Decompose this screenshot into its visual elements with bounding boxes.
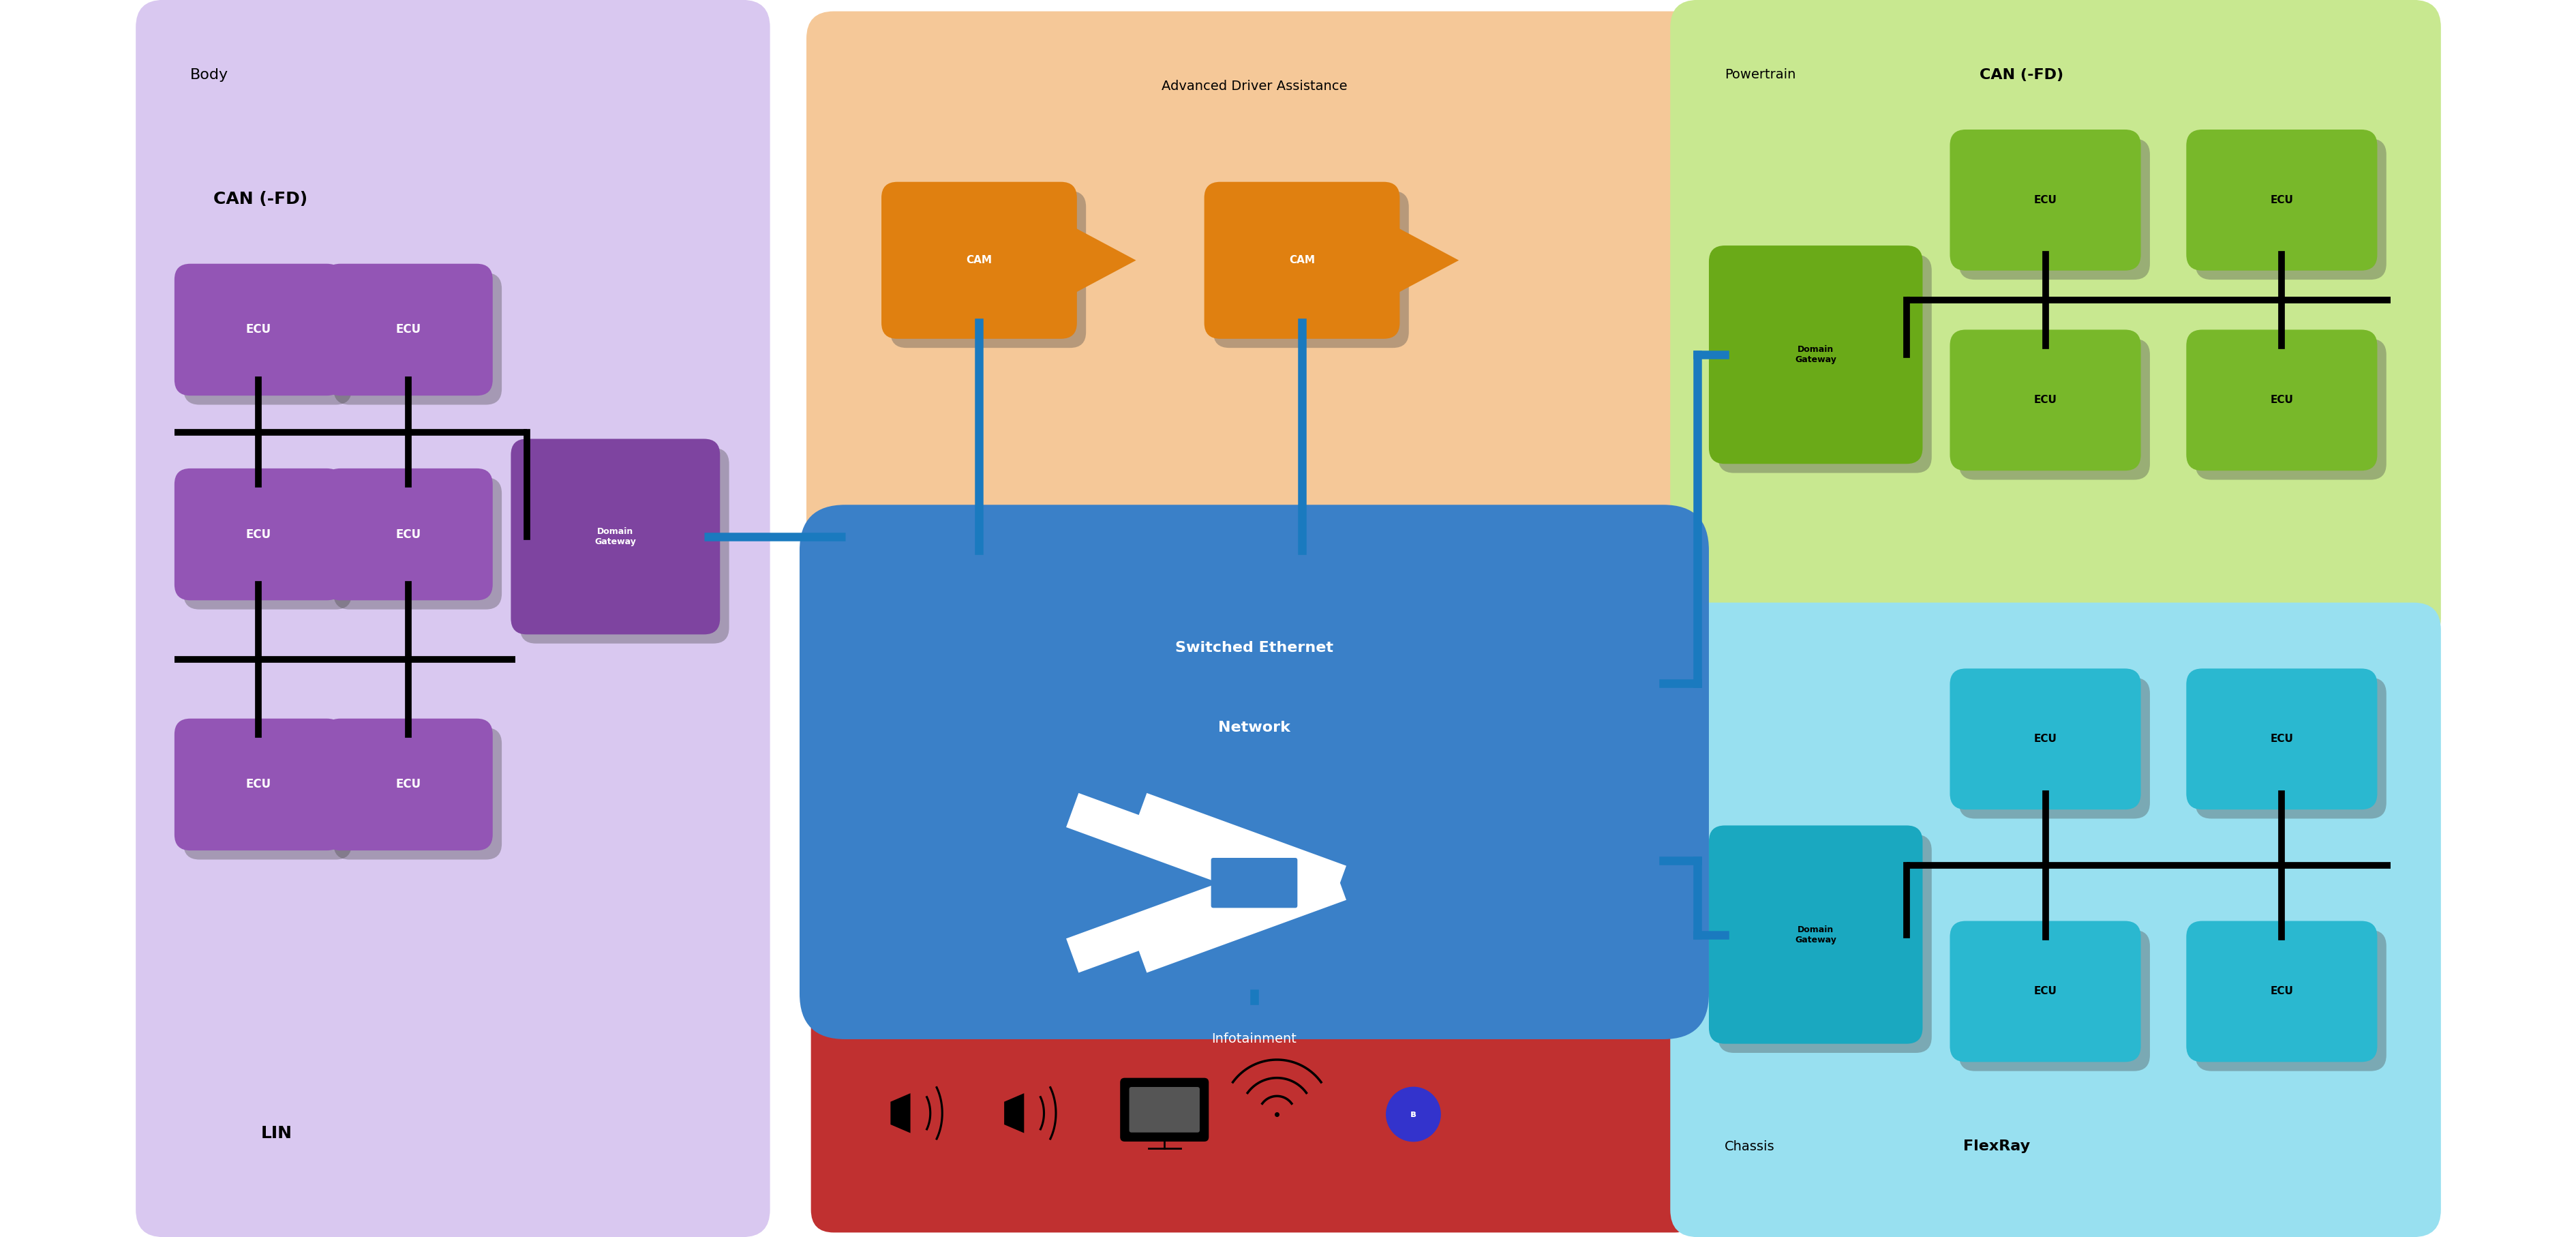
FancyBboxPatch shape	[811, 977, 1698, 1232]
Text: LIN: LIN	[260, 1126, 291, 1142]
Text: Switched Ethernet: Switched Ethernet	[1175, 641, 1332, 654]
FancyBboxPatch shape	[1708, 825, 1922, 1044]
Polygon shape	[891, 1094, 909, 1133]
Text: Domain
Gateway: Domain Gateway	[595, 527, 636, 547]
FancyBboxPatch shape	[1950, 330, 2141, 471]
Polygon shape	[1066, 793, 1278, 901]
FancyBboxPatch shape	[2195, 339, 2385, 480]
Text: ECU: ECU	[397, 778, 420, 790]
FancyBboxPatch shape	[325, 719, 492, 851]
Text: ECU: ECU	[2032, 195, 2056, 205]
FancyBboxPatch shape	[1128, 1087, 1200, 1132]
FancyBboxPatch shape	[891, 190, 1084, 348]
Text: ECU: ECU	[245, 778, 270, 790]
FancyBboxPatch shape	[1211, 857, 1298, 908]
Text: FlexRay: FlexRay	[1963, 1139, 2030, 1153]
FancyBboxPatch shape	[2184, 130, 2378, 271]
Text: CAN (-FD): CAN (-FD)	[1978, 68, 2063, 82]
FancyBboxPatch shape	[325, 263, 492, 396]
FancyBboxPatch shape	[175, 469, 343, 600]
FancyBboxPatch shape	[799, 505, 1708, 1039]
FancyBboxPatch shape	[1958, 139, 2148, 280]
Text: Infotainment: Infotainment	[1211, 1033, 1296, 1045]
FancyBboxPatch shape	[2195, 930, 2385, 1071]
FancyBboxPatch shape	[1958, 339, 2148, 480]
Polygon shape	[1061, 220, 1136, 301]
Text: ECU: ECU	[2032, 986, 2056, 997]
Text: Domain
Gateway: Domain Gateway	[1795, 345, 1837, 364]
FancyBboxPatch shape	[1950, 668, 2141, 809]
Text: ECU: ECU	[2269, 986, 2293, 997]
FancyBboxPatch shape	[806, 11, 1703, 567]
Text: ECU: ECU	[2032, 734, 2056, 745]
FancyBboxPatch shape	[1121, 1077, 1208, 1142]
FancyBboxPatch shape	[510, 439, 719, 635]
FancyBboxPatch shape	[332, 727, 502, 860]
Text: Powertrain: Powertrain	[1723, 68, 1795, 82]
FancyBboxPatch shape	[137, 0, 770, 1237]
FancyBboxPatch shape	[1203, 182, 1399, 339]
Polygon shape	[1133, 793, 1345, 901]
Polygon shape	[1133, 866, 1345, 972]
FancyBboxPatch shape	[1213, 190, 1409, 348]
Polygon shape	[1005, 1094, 1023, 1133]
Text: ECU: ECU	[245, 324, 270, 335]
FancyBboxPatch shape	[332, 477, 502, 610]
Text: Body: Body	[191, 68, 229, 82]
Text: ECU: ECU	[2269, 195, 2293, 205]
FancyBboxPatch shape	[1718, 255, 1932, 473]
FancyBboxPatch shape	[1950, 922, 2141, 1061]
FancyBboxPatch shape	[2195, 678, 2385, 819]
FancyBboxPatch shape	[881, 182, 1077, 339]
Text: CAM: CAM	[1288, 255, 1314, 266]
FancyBboxPatch shape	[2184, 330, 2378, 471]
FancyBboxPatch shape	[175, 263, 343, 396]
Circle shape	[1386, 1087, 1440, 1142]
Polygon shape	[1383, 220, 1458, 301]
FancyBboxPatch shape	[1708, 245, 1922, 464]
FancyBboxPatch shape	[1958, 678, 2148, 819]
FancyBboxPatch shape	[183, 727, 353, 860]
FancyBboxPatch shape	[1958, 930, 2148, 1071]
FancyBboxPatch shape	[1718, 835, 1932, 1053]
Text: ECU: ECU	[397, 528, 420, 541]
Text: Advanced Driver Assistance: Advanced Driver Assistance	[1162, 79, 1347, 93]
FancyBboxPatch shape	[2184, 668, 2378, 809]
Text: CAN (-FD): CAN (-FD)	[214, 190, 307, 208]
FancyBboxPatch shape	[2195, 139, 2385, 280]
Text: Network: Network	[1218, 721, 1291, 735]
Text: Chassis: Chassis	[1723, 1141, 1775, 1153]
FancyBboxPatch shape	[183, 477, 353, 610]
FancyBboxPatch shape	[520, 448, 729, 643]
FancyBboxPatch shape	[325, 469, 492, 600]
FancyBboxPatch shape	[332, 273, 502, 404]
Text: ECU: ECU	[2269, 734, 2293, 745]
Text: CAM: CAM	[966, 255, 992, 266]
Text: Domain
Gateway: Domain Gateway	[1795, 925, 1837, 944]
FancyBboxPatch shape	[1669, 0, 2439, 646]
Text: ECU: ECU	[397, 324, 420, 335]
FancyBboxPatch shape	[2184, 922, 2378, 1061]
FancyBboxPatch shape	[183, 273, 353, 404]
Text: ECU: ECU	[2269, 395, 2293, 406]
FancyBboxPatch shape	[1669, 602, 2439, 1237]
Text: ECU: ECU	[245, 528, 270, 541]
Polygon shape	[1066, 866, 1278, 972]
FancyBboxPatch shape	[175, 719, 343, 851]
FancyBboxPatch shape	[1950, 130, 2141, 271]
Text: ʙ: ʙ	[1409, 1110, 1417, 1119]
Text: ECU: ECU	[2032, 395, 2056, 406]
